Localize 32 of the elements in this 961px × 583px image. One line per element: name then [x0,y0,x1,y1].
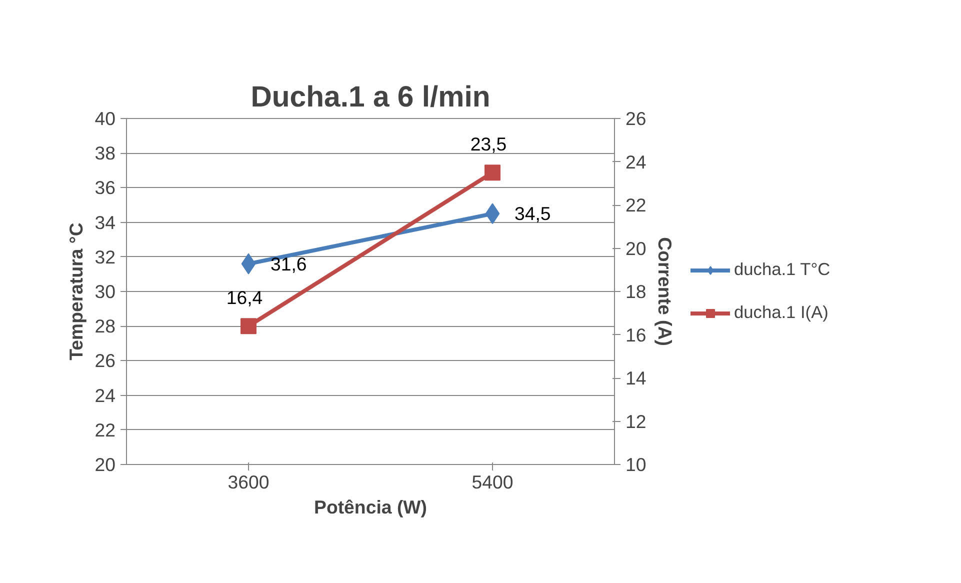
x-axis-title: Potência (W) [314,496,427,518]
data-label: 23,5 [470,134,507,155]
y-axis-title: Temperatura °C [66,222,87,360]
y-tick-label: 40 [94,108,116,129]
y-tick-label: 20 [94,454,116,475]
y2-tick-label: 18 [626,281,646,302]
y2-tick-label: 10 [626,454,646,475]
y-tick-label: 24 [94,384,116,406]
x-tick-label: 5400 [472,472,514,492]
y-tick-label: 26 [94,350,116,372]
y2-tick-label: 14 [626,368,646,388]
legend-label: ducha.1 T°C [734,259,830,280]
y-tick-label: 38 [94,142,116,164]
y2-tick-label: 22 [626,194,646,216]
y-tick-label: 34 [94,212,116,233]
y2-tick-label: 26 [626,108,646,129]
x-tick-label: 3600 [228,472,270,492]
y-tick-label: 30 [94,281,116,302]
y2-axis-title: Corrente (A) [654,237,676,346]
y2-tick-label: 24 [626,151,646,172]
chart-title: Ducha.1 a 6 l/min [250,80,490,114]
y-tick-label: 28 [94,316,116,337]
y2-tick-label: 12 [626,410,646,432]
y2-tick-label: 20 [626,238,646,259]
y-tick-label: 36 [94,177,116,198]
data-label: 16,4 [226,287,263,308]
data-label: 31,6 [270,253,307,274]
y-tick-label: 32 [94,246,116,268]
y2-tick-label: 16 [626,324,646,346]
legend-label: ducha.1 I(A) [734,302,828,323]
y-tick-label: 22 [94,419,116,440]
data-label: 34,5 [514,203,551,224]
